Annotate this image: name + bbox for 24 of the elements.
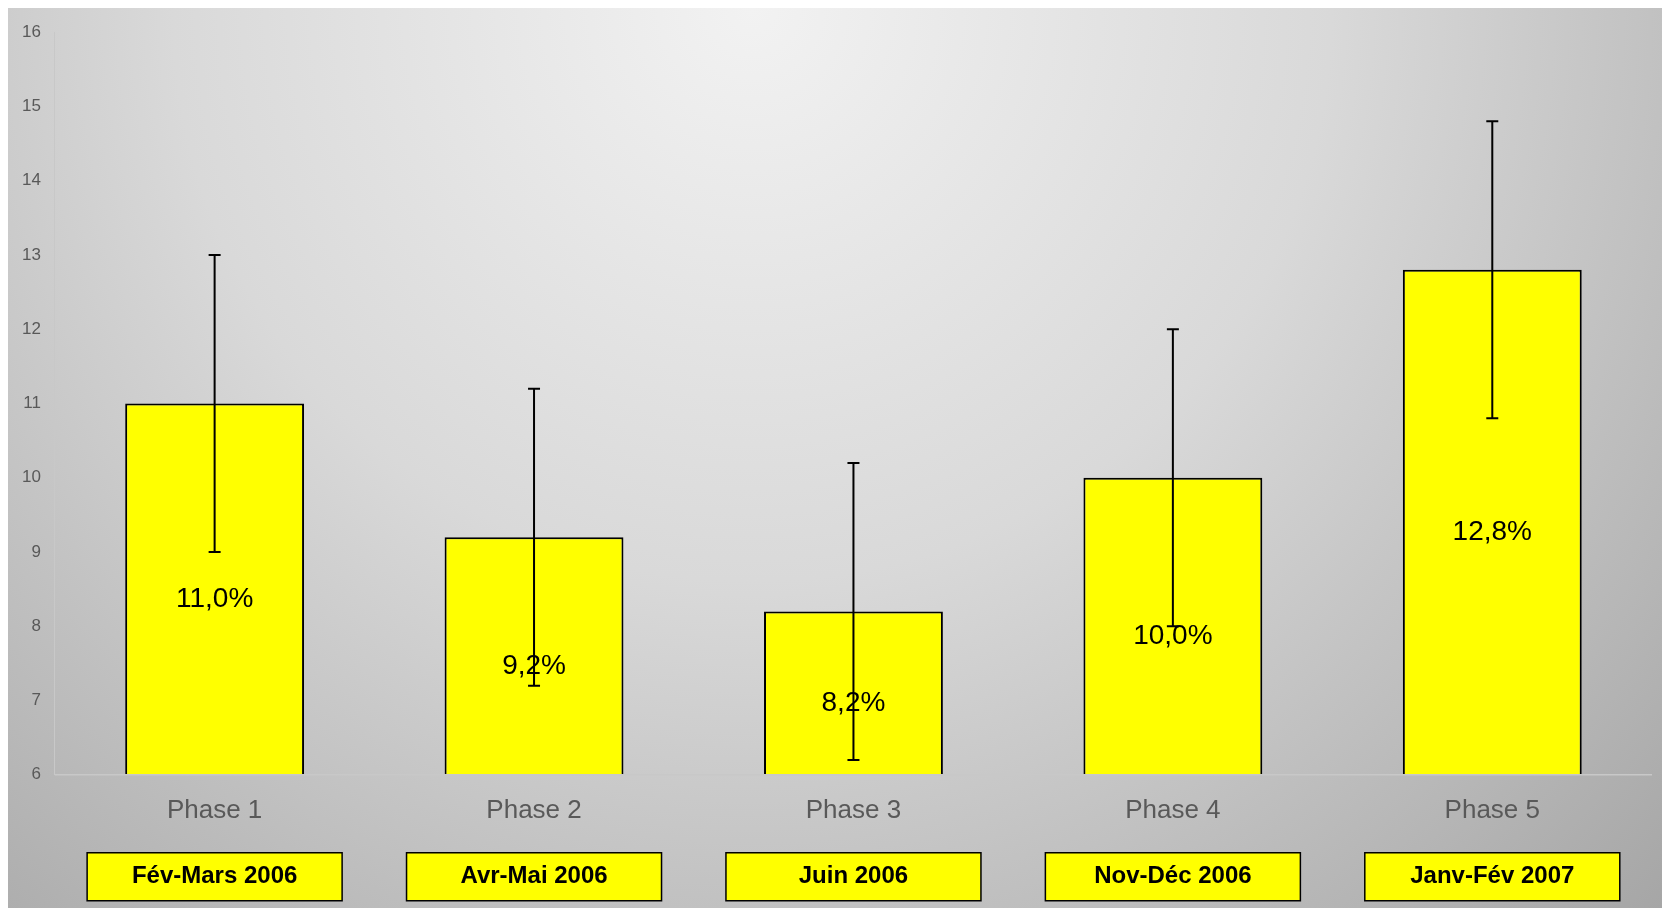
y-tick-label: 16 (21, 21, 41, 41)
text: Fév-Mars 2006 (131, 861, 298, 889)
data-label: 10,0% (1133, 619, 1213, 650)
y-tick-label: 14 (21, 170, 41, 190)
text: Janv-Fév 2007 (1410, 861, 1575, 889)
y-tick-label: 7 (31, 690, 41, 710)
text: Juin 2006 (798, 861, 909, 889)
y-tick-label: 9 (31, 541, 41, 561)
x-tick-label: Phase 5 (1444, 793, 1540, 824)
y-tick-label: 13 (21, 244, 41, 264)
text: Avr-Mai 2006 (460, 861, 608, 889)
y-tick-label: 10 (21, 467, 41, 487)
text: Nov-Déc 2006 (1094, 861, 1252, 889)
y-tick-label: 11 (23, 393, 41, 413)
data-label: 11,0% (175, 581, 254, 613)
x-tick-label: Phase 4 (1125, 793, 1221, 824)
y-tick-label: 6 (31, 764, 41, 784)
y-tick-label: 15 (21, 96, 41, 116)
data-label: 12,8% (1452, 515, 1532, 547)
y-tick-label: 12 (21, 318, 41, 338)
x-tick-label: Phase 2 (486, 793, 582, 824)
y-tick-label: 8 (31, 615, 41, 635)
x-tick-label: Phase 1 (166, 793, 263, 824)
x-tick-label: Phase 3 (805, 793, 902, 824)
